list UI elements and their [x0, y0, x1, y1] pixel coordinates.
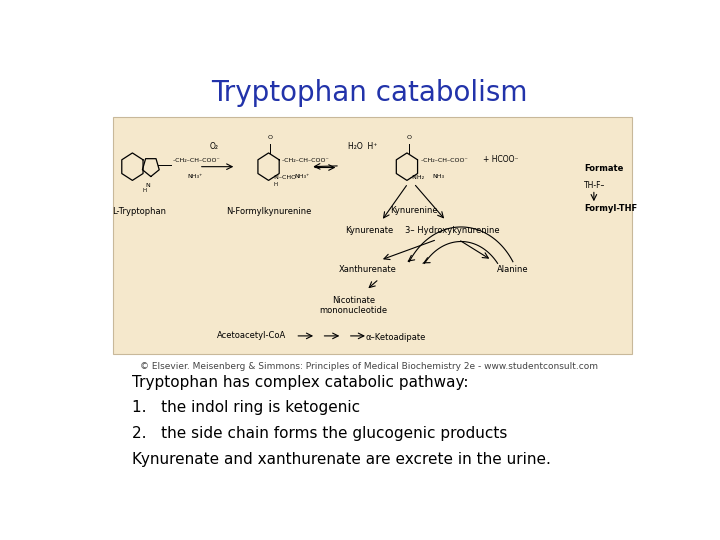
Text: Formyl-THF: Formyl-THF [584, 204, 637, 213]
Text: Xanthurenate: Xanthurenate [339, 265, 397, 274]
Text: O₂: O₂ [210, 142, 218, 151]
Text: 3– Hydroxykynurenine: 3– Hydroxykynurenine [405, 226, 500, 235]
Text: O: O [407, 136, 412, 140]
Text: N-Formylkynurenine: N-Formylkynurenine [226, 207, 311, 217]
Text: –NH₂: –NH₂ [410, 175, 425, 180]
FancyBboxPatch shape [114, 117, 632, 354]
Text: Tryptophan catabolism: Tryptophan catabolism [211, 79, 527, 107]
Text: mononucleotide: mononucleotide [319, 306, 387, 315]
Text: –CH₂–CH–COO⁻: –CH₂–CH–COO⁻ [173, 158, 220, 163]
Text: α–Ketoadipate: α–Ketoadipate [366, 333, 426, 342]
Text: Kynurenate: Kynurenate [345, 226, 393, 235]
Text: –CH₂–CH–COO⁻: –CH₂–CH–COO⁻ [282, 158, 330, 163]
Text: TH-F–: TH-F– [584, 181, 606, 190]
Text: N: N [145, 183, 150, 188]
Text: + HCOO⁻: + HCOO⁻ [483, 154, 519, 164]
Text: Kynurenate and xanthurenate are excrete in the urine.: Kynurenate and xanthurenate are excrete … [132, 452, 551, 467]
Text: NH₃⁺: NH₃⁺ [294, 174, 310, 179]
Text: NH₃⁺: NH₃⁺ [187, 174, 202, 179]
Text: H: H [142, 188, 146, 193]
Text: –N–CHO: –N–CHO [272, 175, 297, 180]
Text: Nicotinate: Nicotinate [332, 296, 375, 305]
Text: Kynurenine: Kynurenine [390, 206, 438, 215]
Text: Tryptophan has complex catabolic pathway:: Tryptophan has complex catabolic pathway… [132, 375, 468, 389]
Text: O: O [268, 136, 273, 140]
Text: Acetoacetyl-CoA: Acetoacetyl-CoA [217, 332, 287, 340]
Text: Alanine: Alanine [498, 265, 529, 274]
Text: © Elsevier. Meisenberg & Simmons: Principles of Medical Biochemistry 2e - www.st: © Elsevier. Meisenberg & Simmons: Princi… [140, 362, 598, 371]
Text: H₂O  H⁺: H₂O H⁺ [348, 142, 377, 151]
Text: H: H [274, 183, 278, 187]
Text: –CH₂–CH–COO⁻: –CH₂–CH–COO⁻ [420, 158, 468, 163]
Text: 1.   the indol ring is ketogenic: 1. the indol ring is ketogenic [132, 400, 360, 415]
Text: NH₃: NH₃ [433, 174, 445, 179]
Text: L-Tryptophan: L-Tryptophan [112, 207, 166, 217]
Text: 2.   the side chain forms the glucogenic products: 2. the side chain forms the glucogenic p… [132, 426, 507, 441]
Text: Formate: Formate [584, 164, 624, 173]
